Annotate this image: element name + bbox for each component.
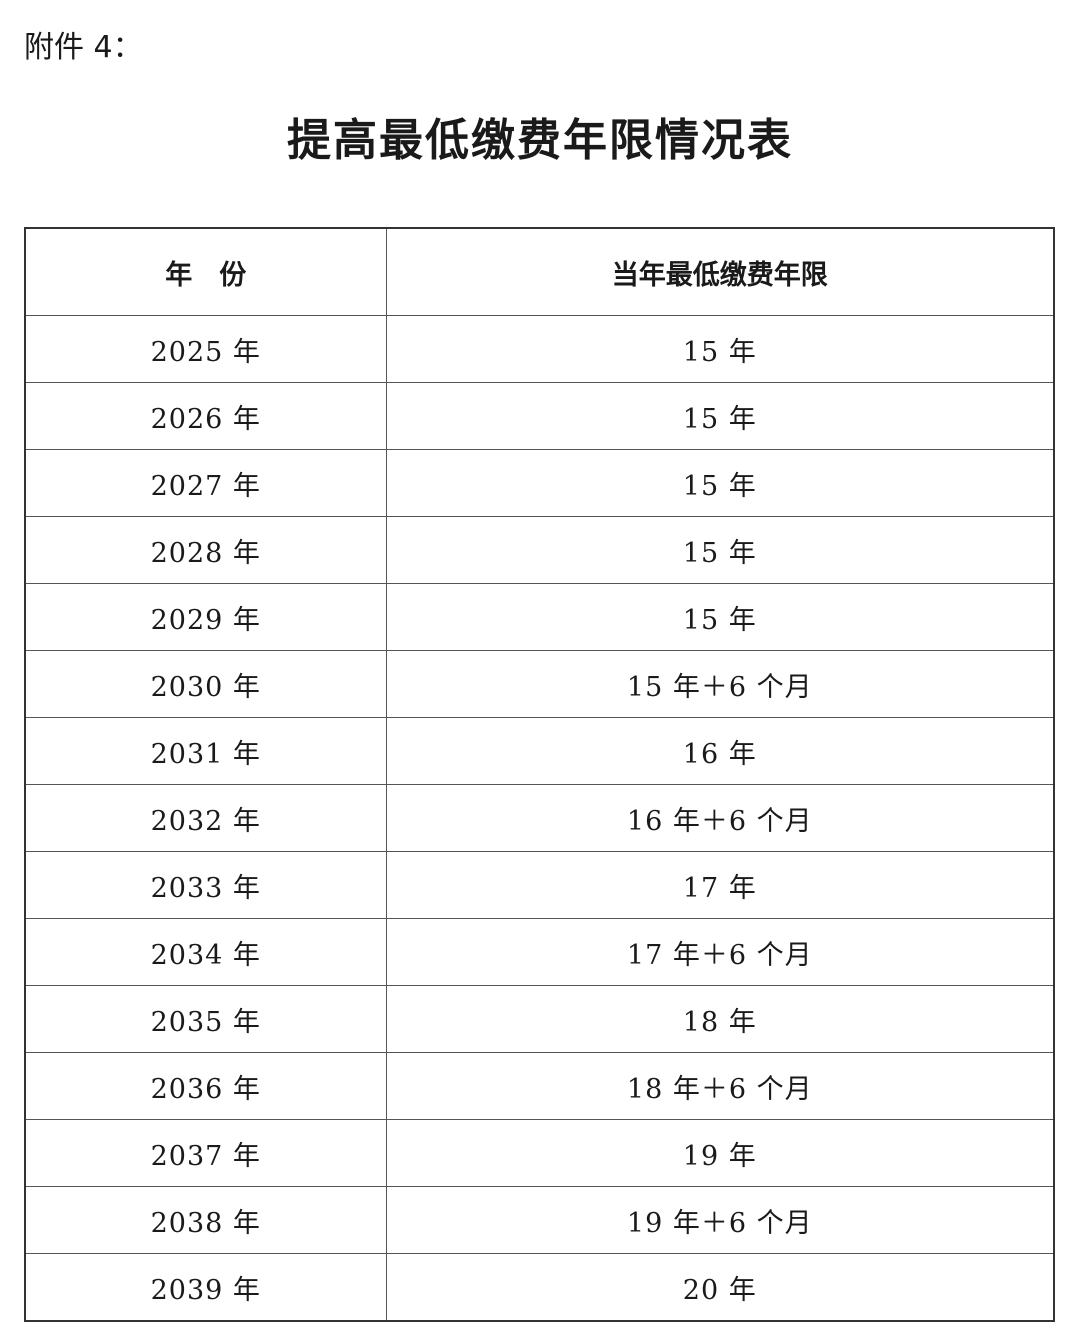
year-cell: 2027 年 <box>24 449 387 517</box>
table-header-row: 年 份 当年最低缴费年限 <box>24 227 1055 316</box>
year-cell: 2039 年 <box>24 1253 387 1322</box>
year-cell: 2035 年 <box>24 985 387 1053</box>
attachment-label: 附件 4： <box>24 30 143 65</box>
document-title: 提高最低缴费年限情况表 <box>287 115 793 166</box>
min-years-cell: 18 年 <box>385 985 1055 1053</box>
min-years-cell: 16 年＋6 个月 <box>385 784 1055 852</box>
table-row: 2038 年 19 年＋6 个月 <box>24 1186 1055 1254</box>
header-min-years: 当年最低缴费年限 <box>385 227 1055 316</box>
year-cell: 2025 年 <box>24 315 387 383</box>
table-row: 2029 年 15 年 <box>24 583 1055 651</box>
year-cell: 2030 年 <box>24 650 387 718</box>
min-years-cell: 18 年＋6 个月 <box>385 1052 1055 1120</box>
year-cell: 2032 年 <box>24 784 387 852</box>
table-row: 2037 年 19 年 <box>24 1119 1055 1187</box>
min-years-cell: 15 年 <box>385 583 1055 651</box>
table-row: 2030 年 15 年＋6 个月 <box>24 650 1055 718</box>
table-row: 2034 年 17 年＋6 个月 <box>24 918 1055 986</box>
year-cell: 2029 年 <box>24 583 387 651</box>
table-row: 2031 年 16 年 <box>24 717 1055 785</box>
table-row: 2028 年 15 年 <box>24 516 1055 584</box>
table-row: 2026 年 15 年 <box>24 382 1055 450</box>
year-cell: 2038 年 <box>24 1186 387 1254</box>
year-cell: 2031 年 <box>24 717 387 785</box>
min-years-cell: 19 年＋6 个月 <box>385 1186 1055 1254</box>
table-row: 2025 年 15 年 <box>24 315 1055 383</box>
min-years-cell: 15 年 <box>385 382 1055 450</box>
table-row: 2036 年 18 年＋6 个月 <box>24 1052 1055 1120</box>
year-cell: 2034 年 <box>24 918 387 986</box>
min-years-cell: 17 年＋6 个月 <box>385 918 1055 986</box>
min-years-cell: 15 年 <box>385 449 1055 517</box>
min-years-cell: 16 年 <box>385 717 1055 785</box>
table-row: 2039 年 20 年 <box>24 1253 1055 1322</box>
year-cell: 2036 年 <box>24 1052 387 1120</box>
min-years-cell: 15 年＋6 个月 <box>385 650 1055 718</box>
min-years-cell: 17 年 <box>385 851 1055 919</box>
min-years-cell: 15 年 <box>385 315 1055 383</box>
table-row: 2033 年 17 年 <box>24 851 1055 919</box>
year-cell: 2033 年 <box>24 851 387 919</box>
year-cell: 2037 年 <box>24 1119 387 1187</box>
year-cell: 2026 年 <box>24 382 387 450</box>
min-years-cell: 19 年 <box>385 1119 1055 1187</box>
min-years-cell: 20 年 <box>385 1253 1055 1322</box>
table-row: 2032 年 16 年＋6 个月 <box>24 784 1055 852</box>
header-year: 年 份 <box>24 227 387 316</box>
min-years-cell: 15 年 <box>385 516 1055 584</box>
table-row: 2027 年 15 年 <box>24 449 1055 517</box>
year-cell: 2028 年 <box>24 516 387 584</box>
table-row: 2035 年 18 年 <box>24 985 1055 1053</box>
